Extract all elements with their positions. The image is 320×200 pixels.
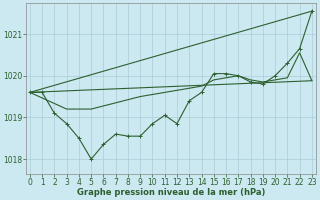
X-axis label: Graphe pression niveau de la mer (hPa): Graphe pression niveau de la mer (hPa) (77, 188, 265, 197)
